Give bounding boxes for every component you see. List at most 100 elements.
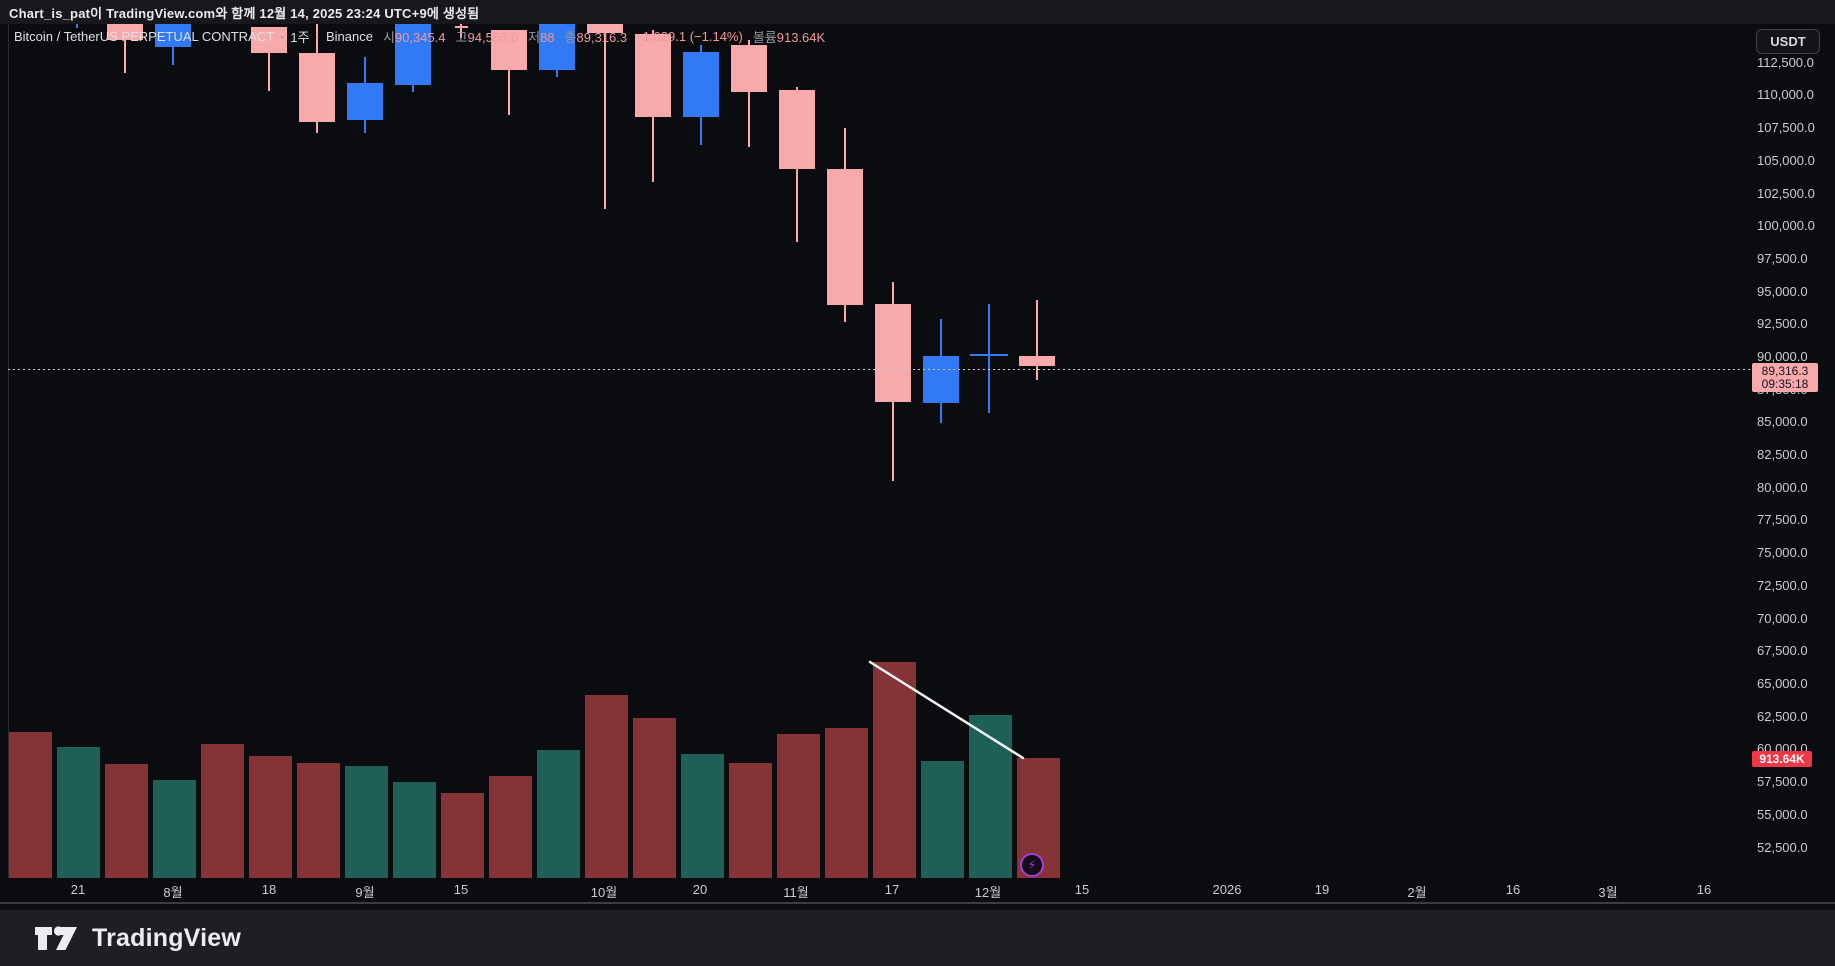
volume-bar: [776, 734, 820, 878]
legend-volume: 볼륨913.64K: [752, 30, 826, 45]
candle-body: [155, 20, 191, 47]
time-tick-label: 19: [1314, 882, 1330, 897]
candle-body: [970, 354, 1008, 356]
legend-high: 고94,555.0: [455, 30, 519, 45]
last-price-dotted-line: [8, 369, 1754, 370]
candle-body: [587, 24, 623, 33]
price-tick-label: 102,500.0: [1757, 186, 1815, 201]
volume-bar: [968, 715, 1012, 878]
candle-body: [683, 52, 719, 117]
candle-body: [875, 304, 911, 402]
time-tick-label: 8월: [163, 885, 183, 900]
legend-exchange[interactable]: Binance: [325, 29, 373, 44]
candle-wick: [748, 40, 750, 147]
volume-bar: [296, 763, 340, 878]
candle-body: [395, 20, 431, 85]
price-tick-label: 75,000.0: [1757, 545, 1808, 560]
price-tick-label: 55,000.0: [1757, 807, 1808, 822]
price-tick-label: 52,500.0: [1757, 840, 1808, 855]
price-tick-label: 92,500.0: [1757, 316, 1808, 331]
lightning-icon[interactable]: ⚡: [1020, 853, 1044, 877]
price-tick-label: 97,500.0: [1757, 251, 1808, 266]
volume-bar: [584, 695, 628, 878]
volume-bar: [344, 766, 388, 878]
time-tick-label: 15: [1074, 882, 1090, 897]
legend-low: 저88: [528, 30, 555, 45]
legend-separator: ·: [315, 29, 320, 44]
time-tick-label: 12월: [974, 885, 1002, 900]
price-tick-label: 57,500.0: [1757, 774, 1808, 789]
candle-body: [251, 27, 287, 53]
candle-body: [107, 20, 143, 40]
volume-value-badge: 913.64K: [1752, 751, 1812, 767]
bar-countdown: 09:35:18: [1761, 376, 1809, 391]
candle-body: [827, 169, 863, 305]
legend-close: 종89,316.3: [564, 30, 628, 45]
currency-toggle-button[interactable]: USDT: [1756, 29, 1820, 54]
time-tick-label: 16: [1696, 882, 1712, 897]
candle-body: [635, 34, 671, 117]
candle-wick: [988, 304, 990, 413]
volume-bar: [488, 776, 532, 878]
legend-separator: ·: [280, 29, 285, 44]
price-tick-label: 100,000.0: [1757, 218, 1815, 233]
chart-pane[interactable]: [0, 0, 1835, 903]
volume-bar: [680, 754, 724, 878]
tradingview-logo-icon[interactable]: [34, 922, 78, 954]
candle-wick: [124, 20, 126, 73]
time-tick-label: 3월: [1598, 885, 1618, 900]
candle-body: [347, 83, 383, 120]
time-tick-label: 17: [884, 882, 900, 897]
time-tick-label: 18: [261, 882, 277, 897]
volume-bar: [872, 662, 916, 878]
time-scale[interactable]: 21 8월 18 9월 15 10월 20 11월 17 12월 15 2026 19 2월 16 3월 16: [0, 878, 1835, 904]
volume-bar: [920, 761, 964, 878]
candle-wick: [604, 24, 606, 209]
volume-bar: [8, 732, 52, 878]
price-tick-label: 67,500.0: [1757, 643, 1808, 658]
price-tick-label: 70,000.0: [1757, 611, 1808, 626]
price-tick-label: 90,000.0: [1757, 349, 1808, 364]
price-tick-label: 85,000.0: [1757, 414, 1808, 429]
volume-bar: [152, 780, 196, 878]
volume-bar: [440, 793, 484, 878]
candle-body: [454, 26, 468, 28]
tradingview-wordmark[interactable]: TradingView: [92, 923, 242, 952]
time-tick-label: 20: [692, 882, 708, 897]
time-tick-label: 21: [70, 882, 86, 897]
volume-bar: [200, 744, 244, 878]
price-tick-label: 80,000.0: [1757, 480, 1808, 495]
candle-body: [539, 20, 575, 70]
time-tick-label: 15: [453, 882, 469, 897]
time-tick-label: 2026: [1212, 882, 1242, 897]
volume-bar: [728, 763, 772, 878]
candle-wick: [1036, 300, 1038, 380]
volume-bar: [632, 718, 676, 878]
price-tick-label: 77,500.0: [1757, 512, 1808, 527]
volume-bar: [392, 782, 436, 878]
symbol-legend[interactable]: Bitcoin / TetherUS PERPETUAL CONTRACT · …: [14, 28, 825, 45]
price-tick-label: 65,000.0: [1757, 676, 1808, 691]
price-tick-label: 82,500.0: [1757, 447, 1808, 462]
volume-bar: [248, 756, 292, 878]
legend-open: 시90,345.4: [382, 30, 446, 45]
candle-wick: [76, 20, 78, 28]
price-tick-label: 95,000.0: [1757, 284, 1808, 299]
legend-change: −1,029.1 (−1.14%): [635, 29, 743, 44]
candle-body: [299, 53, 335, 122]
time-tick-label: 9월: [355, 885, 375, 900]
price-tick-label: 112,500.0: [1757, 55, 1814, 70]
footer-bar: TradingView: [0, 910, 1835, 966]
candle-body: [779, 90, 815, 169]
last-price-badge: 89,316.3 09:35:18: [1752, 363, 1818, 392]
time-tick-label: 16: [1505, 882, 1521, 897]
candle-body: [923, 356, 959, 403]
legend-symbol[interactable]: Bitcoin / TetherUS PERPETUAL CONTRACT: [14, 29, 275, 44]
candle-body: [1019, 356, 1055, 366]
price-tick-label: 62,500.0: [1757, 709, 1808, 724]
candle-body: [731, 45, 767, 92]
candle-wick: [268, 27, 270, 91]
price-tick-label: 72,500.0: [1757, 578, 1808, 593]
legend-interval[interactable]: 1주: [290, 30, 310, 45]
